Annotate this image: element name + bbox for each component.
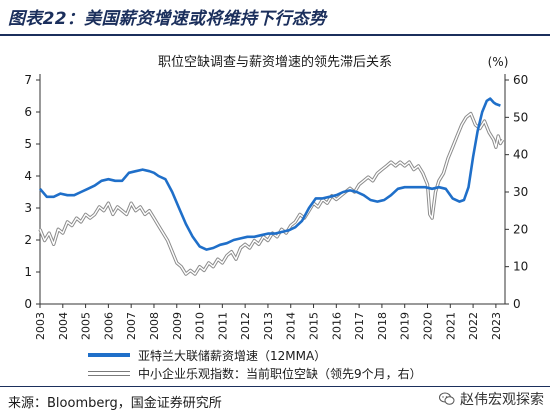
x-tick-label: 2004 (57, 312, 70, 340)
series-line-wage-growth (39, 97, 501, 251)
x-tick-label: 2009 (171, 312, 184, 340)
figure-title: 图表22：美国薪资增速或将维持下行态势 (8, 8, 327, 29)
chart: 职位空缺调查与薪资增速的领先滞后关系 (%) 0 1 2 3 4 5 6 7 0 10 20 30 40… (24, 54, 528, 340)
x-tick-label: 2022 (467, 312, 480, 340)
left-y-tick-label: 3 (24, 201, 32, 215)
left-y-tick-label: 1 (24, 265, 32, 279)
footer-divider (0, 386, 550, 387)
chart-title: 职位空缺调查与薪资增速的领先滞后关系 (158, 54, 392, 70)
series-line-job-openings-outline (38, 111, 505, 276)
x-tick-label: 2015 (308, 312, 321, 340)
left-y-tick-label: 7 (24, 73, 32, 87)
right-y-tick-label: 40 (513, 148, 528, 162)
series-line-job-openings (39, 112, 504, 275)
left-y-tick-label: 0 (24, 297, 32, 311)
source-note: 来源：Bloomberg，国金证券研究所 (8, 396, 222, 411)
x-tick-label: 2020 (422, 312, 435, 340)
legend-label-job-openings: 中小企业乐观指数：当前职位空缺（领先9个月，右） (138, 366, 422, 381)
x-tick-label: 2013 (262, 312, 275, 340)
watermark-text: 赵伟宏观探索 (460, 392, 544, 408)
right-y-tick-label: 50 (513, 110, 528, 124)
watermark: 赵伟宏观探索 (439, 389, 544, 409)
left-y-tick-label: 5 (24, 137, 32, 151)
legend-label-wage-growth: 亚特兰大联储薪资增速（12MMA） (138, 348, 327, 363)
x-tick-label: 2012 (239, 312, 252, 340)
x-tick-label: 2006 (102, 312, 115, 340)
x-tick-label: 2011 (216, 312, 229, 340)
left-y-tick-label: 6 (24, 105, 32, 119)
right-y-tick-label: 10 (513, 260, 528, 274)
legend-item-job-openings: 中小企业乐观指数：当前职位空缺（领先9个月，右） (88, 364, 422, 382)
x-tick-label: 2003 (34, 312, 47, 340)
right-y-tick-label: 60 (513, 73, 528, 87)
right-y-tick-label: 0 (513, 297, 521, 311)
left-y-tick-label: 2 (24, 233, 32, 247)
x-tick-label: 2018 (376, 312, 389, 340)
figure-header: 图表22：美国薪资增速或将维持下行态势 (0, 0, 550, 32)
legend-swatch-gray (88, 370, 130, 376)
right-y-tick-label: 20 (513, 222, 528, 236)
header-divider (0, 34, 550, 36)
x-tick-label: 2010 (194, 312, 207, 340)
x-tick-label: 2021 (444, 312, 457, 340)
wechat-logo-icon (439, 392, 455, 405)
x-tick-label: 2019 (399, 312, 412, 340)
x-tick-label: 2017 (353, 312, 366, 340)
x-tick-label: 2007 (125, 312, 138, 340)
x-tick-label: 2005 (80, 312, 93, 340)
right-y-tick-label: 30 (513, 185, 528, 199)
legend-item-wage-growth: 亚特兰大联储薪资增速（12MMA） (88, 346, 422, 364)
left-y-tick-label: 4 (24, 169, 32, 183)
axes: 0 1 2 3 4 5 6 7 0 10 20 30 40 50 60 2003 2004 2005 2006 200… (24, 73, 528, 340)
right-axis-unit: (%) (488, 55, 509, 69)
x-tick-label: 2008 (148, 312, 161, 340)
x-tick-label: 2016 (330, 312, 343, 340)
x-tick-label: 2023 (490, 312, 503, 340)
plot-area (38, 97, 505, 276)
x-tick-label: 2014 (285, 312, 298, 340)
legend-swatch-blue (88, 353, 130, 357)
legend: 亚特兰大联储薪资增速（12MMA） 中小企业乐观指数：当前职位空缺（领先9个月，… (88, 346, 422, 382)
